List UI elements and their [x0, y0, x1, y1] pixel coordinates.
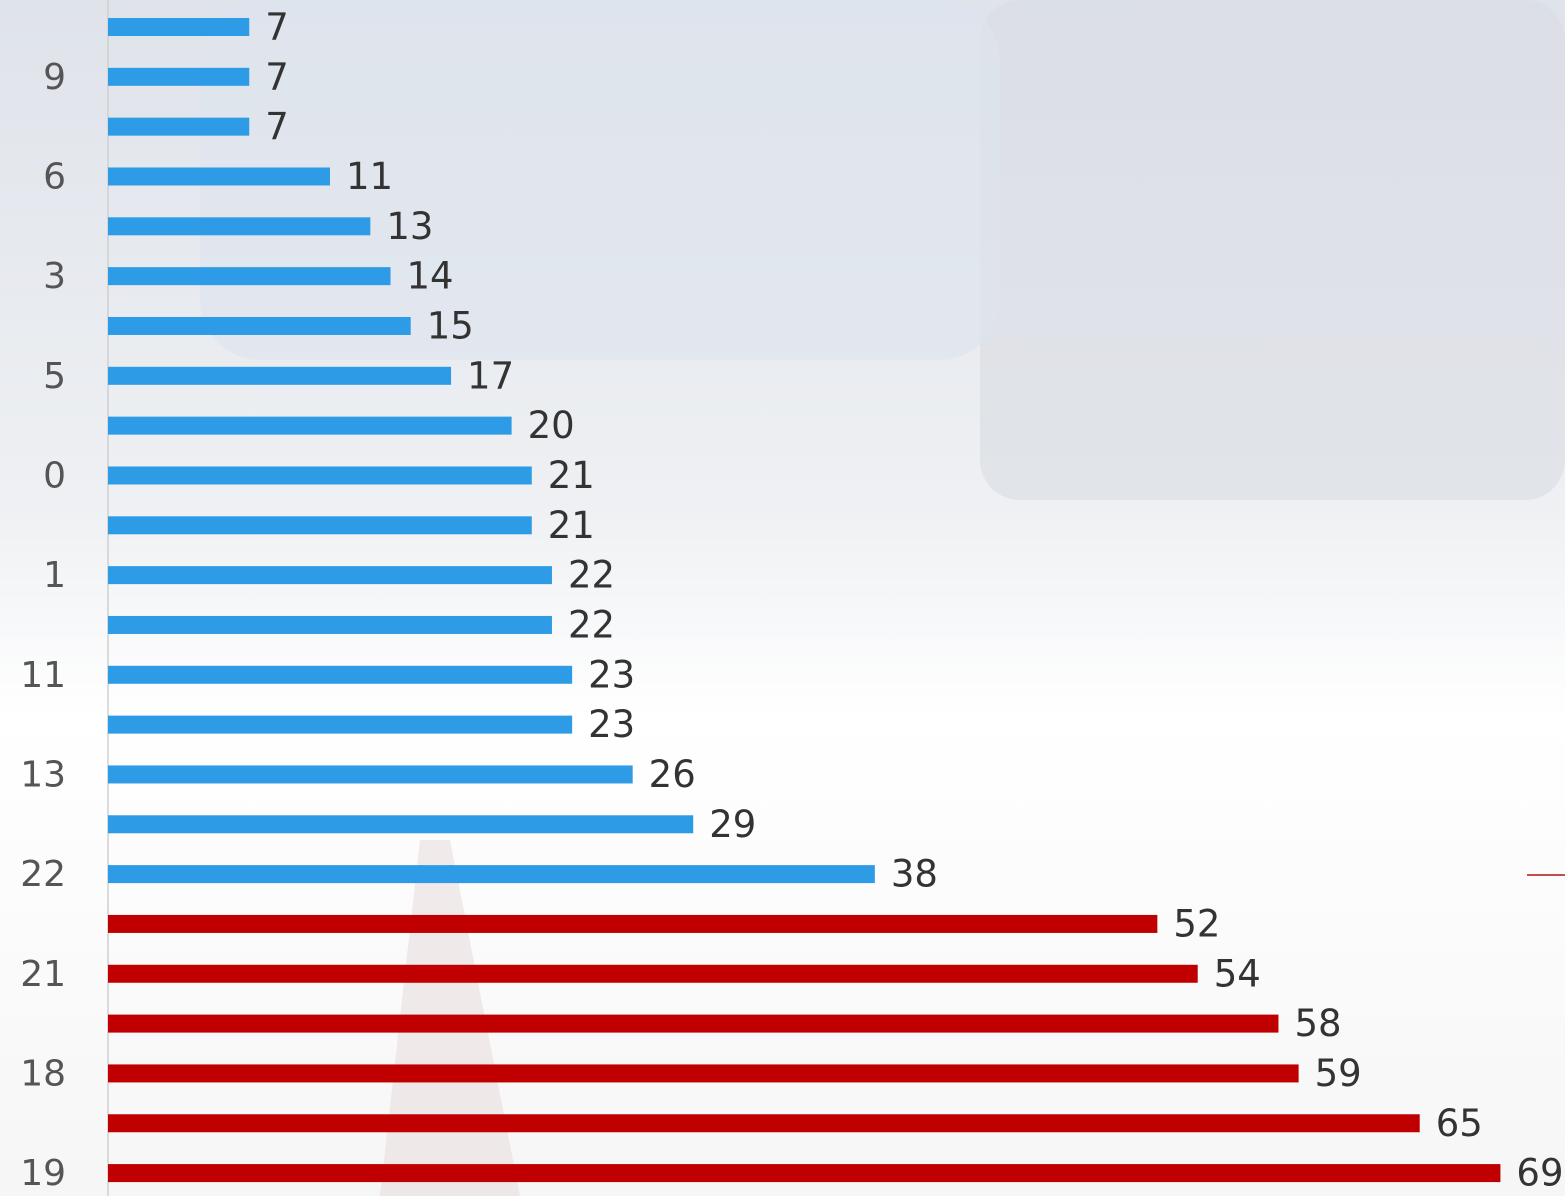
value-label: 29 — [709, 803, 756, 846]
value-label: 58 — [1294, 1002, 1341, 1045]
bar — [108, 615, 552, 634]
value-label: 11 — [346, 155, 393, 198]
value-label: 14 — [407, 255, 454, 298]
y-tick-label: 0 — [43, 455, 66, 496]
value-label: 54 — [1214, 952, 1261, 995]
value-label: 59 — [1315, 1052, 1362, 1095]
value-label: 52 — [1173, 902, 1220, 945]
y-tick-label: 19 — [20, 1153, 66, 1194]
background-car — [200, 0, 1000, 360]
y-tick-label: 13 — [20, 754, 66, 795]
value-label: 21 — [548, 504, 595, 547]
bar — [108, 715, 573, 734]
value-label: 20 — [528, 404, 575, 447]
bar — [108, 665, 573, 684]
value-label: 22 — [568, 603, 615, 646]
value-label: 17 — [467, 354, 514, 397]
y-tick-label: 21 — [20, 954, 66, 995]
y-tick-label: 1 — [43, 555, 66, 596]
value-label: 26 — [649, 753, 696, 796]
bar — [108, 1064, 1299, 1083]
value-label: 7 — [265, 55, 289, 98]
value-label: 23 — [588, 653, 635, 696]
y-tick-label: 9 — [43, 57, 66, 98]
bar — [108, 217, 371, 236]
value-label: 13 — [386, 205, 433, 248]
y-tick-label: 22 — [20, 854, 66, 895]
bar — [108, 1164, 1501, 1183]
bar — [108, 316, 411, 335]
value-label: 7 — [265, 6, 289, 49]
value-label: 65 — [1436, 1102, 1483, 1145]
y-tick-label: 3 — [43, 256, 66, 297]
y-tick-label: 18 — [20, 1053, 66, 1094]
bar — [108, 566, 552, 585]
value-label: 38 — [891, 853, 938, 896]
y-tick-label: 5 — [43, 356, 66, 397]
bar — [108, 18, 250, 36]
value-label: 21 — [548, 454, 595, 497]
bar — [108, 865, 875, 884]
bar — [108, 1114, 1420, 1133]
bar — [108, 765, 633, 784]
bar — [108, 964, 1198, 983]
y-tick-label: 11 — [20, 655, 66, 696]
bar — [108, 366, 452, 385]
bar — [108, 815, 694, 834]
value-label: 15 — [427, 304, 474, 347]
bar — [108, 1014, 1279, 1033]
bar — [108, 416, 512, 435]
value-label: 69 — [1516, 1152, 1563, 1195]
y-tick-label: 6 — [43, 156, 66, 197]
bar — [108, 67, 250, 86]
background-car — [980, 0, 1565, 500]
value-label: 7 — [265, 105, 289, 148]
bar — [108, 516, 532, 535]
value-label: 23 — [588, 703, 635, 746]
bar — [108, 914, 1158, 933]
bar — [108, 117, 250, 136]
bar — [108, 466, 532, 485]
bar — [108, 267, 391, 286]
bar — [108, 167, 330, 186]
value-label: 22 — [568, 554, 615, 597]
